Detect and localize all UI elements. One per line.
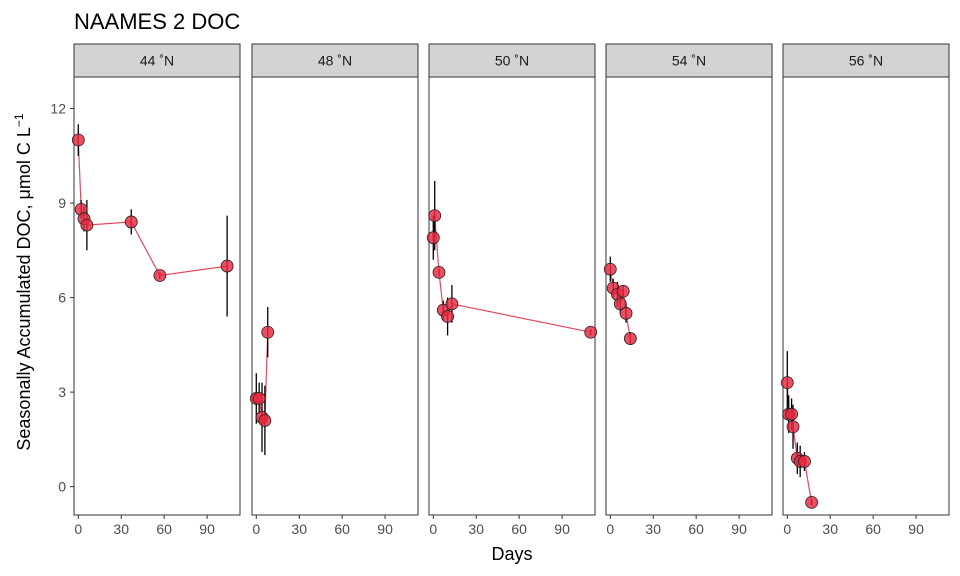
facet-panel: 56 ˚N 0 30 60 90 (780, 43, 950, 537)
chart-title: NAAMES 2 DOC (74, 9, 240, 34)
facet-strip (428, 43, 596, 78)
data-point (780, 376, 794, 390)
panel-border (73, 76, 241, 516)
x-tick-label: 90 (377, 521, 393, 537)
data-point (445, 297, 459, 311)
facet-panels: 44 ˚N 0 30 60 90 0 3 6 9 12 48 ˚N 0 30 60 90 50 ˚N 0 30 60… (50, 43, 950, 537)
data-point (428, 209, 442, 223)
panel-border (428, 76, 596, 516)
facet-strip-label: 54 ˚N (672, 53, 706, 69)
x-tick-label: 0 (606, 521, 614, 537)
data-point (124, 215, 138, 229)
data-point (252, 392, 266, 405)
x-tick-label: 90 (199, 521, 215, 537)
x-tick-label: 90 (731, 521, 747, 537)
x-tick-label: 0 (252, 521, 260, 537)
y-axis-title: Seasonally Accumulated DOC, μmol C L−1 (12, 113, 34, 451)
facet-strip (605, 43, 773, 78)
y-tick-label: 0 (58, 479, 66, 495)
facet-panel: 50 ˚N 0 30 60 90 (426, 43, 598, 537)
facet-strip-label: 44 ˚N (140, 53, 174, 69)
data-point (616, 284, 630, 298)
panel-border (251, 76, 419, 516)
data-point (623, 332, 637, 345)
x-tick-label: 60 (156, 521, 172, 537)
data-point (584, 325, 598, 339)
data-point (613, 297, 627, 311)
x-tick-label: 90 (554, 521, 570, 537)
data-point (786, 420, 800, 434)
facet-strip-label: 50 ˚N (495, 53, 529, 69)
x-tick-label: 60 (865, 521, 881, 537)
data-point (441, 310, 455, 323)
y-tick-label: 9 (58, 195, 66, 211)
x-tick-label: 30 (468, 521, 484, 537)
x-tick-label: 30 (645, 521, 661, 537)
y-axis-title-superscript: −1 (12, 113, 26, 127)
data-point (805, 495, 819, 509)
facet-strip (782, 43, 950, 78)
facet-strip-label: 56 ˚N (849, 53, 883, 69)
facet-strip-label: 48 ˚N (318, 53, 352, 69)
x-tick-label: 0 (429, 521, 437, 537)
x-tick-label: 30 (822, 521, 838, 537)
facet-panel: 44 ˚N 0 30 60 90 0 3 6 9 12 (50, 43, 241, 537)
y-axis-title-base: Seasonally Accumulated DOC, μmol C L (14, 127, 34, 451)
x-tick-label: 60 (511, 521, 527, 537)
data-point (798, 455, 811, 468)
facet-panel: 54 ˚N 0 30 60 90 (603, 43, 773, 537)
y-tick-label: 3 (58, 384, 66, 400)
data-point (261, 325, 275, 339)
y-tick-label: 6 (58, 290, 66, 306)
y-tick-label: 12 (50, 101, 66, 117)
x-axis-title: Days (491, 544, 532, 564)
data-point (426, 231, 440, 245)
x-tick-label: 30 (113, 521, 129, 537)
series-line (432, 215, 591, 333)
data-point (80, 218, 94, 232)
facet-panel: 48 ˚N 0 30 60 90 (249, 43, 419, 537)
facet-strip (73, 43, 241, 78)
x-tick-label: 30 (291, 521, 307, 537)
panel-border (782, 76, 950, 516)
panel-border (605, 76, 773, 516)
x-tick-label: 0 (783, 521, 791, 537)
data-point (603, 262, 617, 276)
data-point (220, 259, 234, 273)
x-tick-label: 90 (908, 521, 924, 537)
data-point (258, 414, 272, 427)
x-tick-label: 0 (74, 521, 82, 537)
x-tick-label: 60 (334, 521, 350, 537)
x-tick-label: 60 (688, 521, 704, 537)
data-point (432, 265, 446, 279)
series-line (77, 139, 228, 277)
data-point (71, 133, 85, 147)
data-point (619, 306, 633, 320)
data-point (785, 407, 798, 421)
data-point (153, 269, 167, 282)
